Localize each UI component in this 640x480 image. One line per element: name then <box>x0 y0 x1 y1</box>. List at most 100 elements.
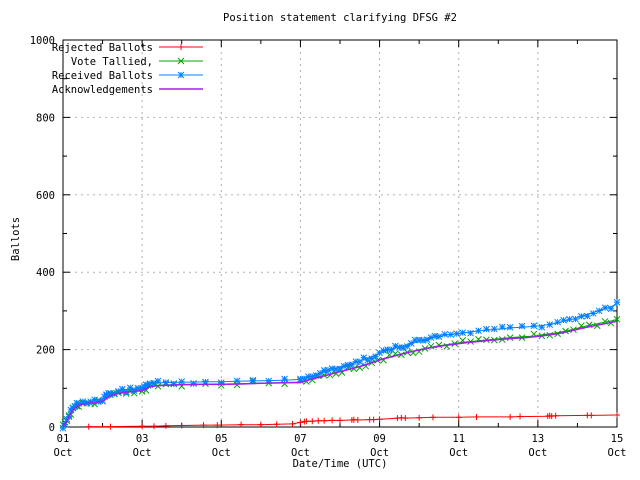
axes: 01 Oct 03 Oct 05 Oct 07 Oct 09 Oct 11 Oct 13 Oct 15 Oct… <box>30 35 627 459</box>
legend-entry-received-ballots: Received Ballots <box>52 70 203 82</box>
x-tick-label-day: 07 <box>294 433 307 445</box>
x-tick-label-month: Oct <box>449 447 468 459</box>
asterisk-marker <box>177 71 185 79</box>
plus-marker <box>588 412 595 419</box>
plus-marker <box>376 416 383 423</box>
asterisk-marker <box>348 361 356 369</box>
asterisk-marker <box>162 379 170 386</box>
asterisk-marker <box>340 362 348 370</box>
x-tick-label-month: Oct <box>133 447 152 459</box>
asterisk-marker <box>360 354 368 362</box>
asterisk-marker <box>459 329 467 337</box>
asterisk-marker <box>554 318 561 326</box>
asterisk-marker <box>490 325 498 333</box>
y-tick-label: 200 <box>36 345 55 357</box>
plot-border <box>62 39 618 428</box>
asterisk-marker <box>475 327 482 335</box>
asterisk-marker <box>595 307 603 315</box>
plus-marker <box>178 44 184 50</box>
plus-marker <box>257 421 264 428</box>
plus-marker <box>273 421 280 428</box>
asterisk-marker <box>613 298 621 306</box>
asterisk-marker <box>560 316 567 324</box>
asterisk-marker <box>435 333 443 340</box>
plus-marker <box>552 412 559 419</box>
plus-marker <box>429 414 436 421</box>
y-tick-label: 0 <box>49 422 55 434</box>
asterisk-marker <box>518 322 526 330</box>
plus-marker <box>85 423 92 430</box>
asterisk-marker <box>126 384 134 392</box>
asterisk-marker <box>170 380 178 388</box>
plus-marker <box>416 414 423 421</box>
plus-marker <box>321 417 328 424</box>
plus-marker <box>517 413 524 420</box>
legend-label: Received Ballots <box>52 70 153 82</box>
asterisk-marker <box>399 344 407 352</box>
plus-marker <box>315 417 322 424</box>
x-tick-label-month: Oct <box>528 447 547 459</box>
x-tick-label-month: Oct <box>54 447 73 459</box>
asterisk-marker <box>530 322 538 330</box>
plus-marker <box>337 417 343 424</box>
legend-label: Vote Tallied, <box>71 56 153 68</box>
series-rejected-ballots <box>85 412 620 430</box>
asterisk-marker <box>483 325 490 333</box>
asterisk-marker <box>506 323 514 331</box>
legend: Rejected Ballots Vote Tallied, Received Ba… <box>52 42 203 96</box>
x-tick-label-day: 05 <box>215 433 228 445</box>
asterisk-marker <box>407 340 415 347</box>
asterisk-marker <box>578 313 585 320</box>
plus-marker <box>455 414 462 421</box>
series-acknowledgements <box>62 320 618 427</box>
x-tick-label-day: 11 <box>452 433 465 445</box>
asterisk-marker <box>190 380 197 387</box>
asterisk-marker <box>441 330 449 338</box>
asterisk-marker <box>572 315 579 323</box>
asterisk-marker <box>392 342 399 350</box>
x-tick-label-month: Oct <box>370 447 389 459</box>
asterisk-marker <box>538 323 546 331</box>
cross-marker <box>177 57 185 65</box>
cross-marker <box>506 334 514 341</box>
x-tick-label-day: 03 <box>136 433 149 445</box>
x-tick-label-month: Oct <box>291 447 310 459</box>
plus-marker <box>200 422 207 429</box>
asterisk-marker <box>583 312 591 320</box>
plus-marker <box>178 422 185 429</box>
asterisk-marker <box>546 321 554 328</box>
plus-marker <box>238 421 245 428</box>
plus-marker <box>303 418 310 425</box>
plus-marker <box>297 419 304 426</box>
plus-marker <box>370 416 377 423</box>
asterisk-marker <box>380 347 387 354</box>
plus-marker <box>289 420 296 427</box>
plus-marker <box>309 418 316 425</box>
plus-marker <box>614 412 620 419</box>
asterisk-marker <box>601 304 609 312</box>
cross-marker <box>483 336 490 344</box>
plus-marker <box>214 422 221 429</box>
legend-label: Acknowledgements <box>52 84 153 96</box>
series-line <box>62 318 618 427</box>
plus-marker <box>107 423 114 430</box>
plus-marker <box>139 423 146 430</box>
asterisk-marker <box>427 334 435 341</box>
asterisk-marker <box>447 331 455 338</box>
x-tick-label-month: Oct <box>608 447 627 459</box>
y-tick-label: 400 <box>36 267 55 279</box>
plus-marker <box>507 413 514 420</box>
series-line <box>62 320 618 427</box>
plus-marker <box>402 415 409 422</box>
asterisk-marker <box>249 376 257 384</box>
legend-entry-rejected-ballots: Rejected Ballots <box>52 42 203 54</box>
chart-title: Position statement clarifying DFSG #2 <box>223 12 457 24</box>
asterisk-marker <box>316 369 324 377</box>
grid <box>63 40 617 427</box>
x-tick-label-day: 01 <box>57 433 70 445</box>
asterisk-marker <box>154 377 162 385</box>
x-axis-label: Date/Time (UTC) <box>292 458 388 470</box>
asterisk-marker <box>566 315 573 323</box>
